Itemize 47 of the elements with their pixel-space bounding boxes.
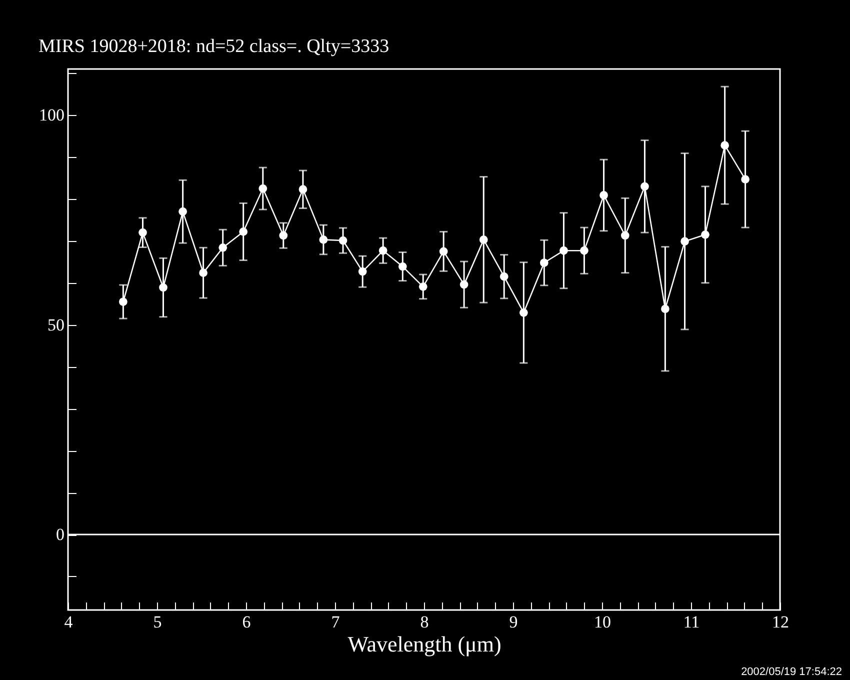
point	[741, 175, 750, 184]
x-tick-label: 10	[594, 612, 611, 632]
point	[138, 228, 147, 237]
point	[701, 230, 710, 239]
point	[398, 262, 407, 271]
text: 2002/05/19 17:54:22	[741, 666, 842, 678]
x-tick-label: 7	[331, 612, 340, 632]
point	[439, 247, 448, 256]
point	[620, 231, 630, 240]
x-tick-label: 11	[683, 612, 700, 632]
point	[258, 184, 268, 193]
x-tick-label: 12	[772, 612, 789, 632]
point	[319, 236, 328, 244]
point	[560, 246, 568, 255]
point	[600, 191, 608, 200]
point	[279, 231, 288, 240]
x-tick-label: 9	[509, 612, 518, 632]
point	[661, 304, 670, 314]
y-tick-label: 0	[56, 525, 64, 544]
point	[580, 246, 588, 255]
point	[519, 308, 528, 317]
point	[178, 207, 187, 216]
x-axis-title: Wavelength (μm)	[348, 632, 502, 656]
point	[460, 280, 468, 289]
point	[540, 258, 548, 267]
point	[199, 268, 208, 277]
point	[418, 282, 428, 291]
point	[479, 236, 488, 244]
point	[680, 237, 689, 246]
x-tick-label: 6	[242, 612, 251, 632]
point	[298, 185, 308, 194]
point	[500, 272, 508, 281]
point	[239, 228, 248, 236]
point	[159, 283, 168, 292]
point	[118, 298, 128, 306]
x-tick-label: 4	[64, 612, 74, 632]
point	[218, 243, 228, 252]
y-tick-label: 100	[39, 106, 64, 125]
x-tick-label: 5	[153, 612, 162, 632]
chart-title: MIRS 19028+2018: nd=52 class=. Qlty=3333	[38, 36, 390, 58]
point	[338, 236, 348, 245]
point	[640, 182, 649, 191]
point	[720, 141, 730, 150]
y-tick-label: 50	[48, 315, 64, 334]
point	[378, 246, 388, 255]
point	[358, 267, 367, 276]
x-tick-label: 8	[420, 612, 429, 632]
